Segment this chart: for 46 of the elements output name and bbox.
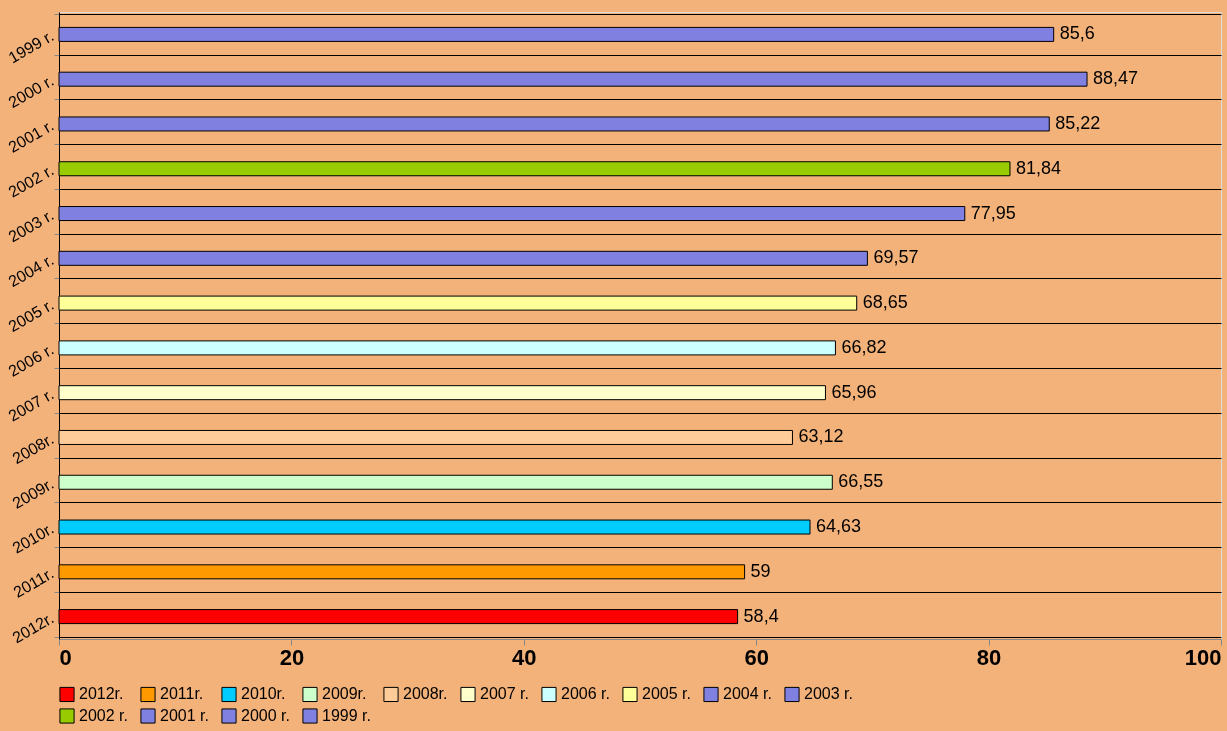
legend-label: 2009r. (322, 685, 367, 703)
y-tick-label: 2006 r. (5, 340, 57, 380)
legend-label: 2004 r. (723, 685, 772, 703)
x-tick-label: 40 (512, 644, 537, 670)
legend-label: 1999 r. (322, 707, 371, 724)
data-label: 58,4 (743, 605, 779, 626)
data-label: 66,55 (838, 471, 884, 492)
y-tick-label: 2000 r. (5, 71, 57, 112)
legend-label: 2000 r. (241, 707, 290, 724)
x-tick-label: 60 (744, 644, 769, 670)
data-label: 65,96 (831, 381, 877, 402)
data-label: 59 (750, 560, 771, 581)
y-tick-label: 2004 r. (5, 251, 57, 291)
legend-label: 2002 r. (79, 707, 128, 724)
data-label: 68,65 (862, 292, 908, 313)
legend-label: 2003 r. (804, 685, 853, 703)
y-tick-label: 2007 r. (5, 385, 57, 425)
legend-label: 2012r. (79, 685, 124, 703)
y-tick-label: 2003 r. (5, 206, 57, 246)
y-tick-label: 2012r. (9, 609, 57, 647)
y-tick-label: 2011r. (10, 564, 57, 601)
data-label: 85,22 (1055, 112, 1101, 133)
y-tick-label: 1999 r. (5, 27, 57, 67)
legend-label: 2007 r. (480, 685, 529, 703)
legend-label: 2008r. (403, 685, 448, 703)
legend-label: 2011r. (160, 685, 204, 703)
legend-label: 2010r. (241, 685, 286, 703)
data-label: 69,57 (873, 247, 919, 268)
data-label: 85,6 (1059, 23, 1095, 44)
data-label: 64,63 (816, 516, 862, 537)
legend-label: 2001 r. (160, 707, 209, 724)
y-tick-label: 2008r. (9, 430, 57, 468)
legend-label: 2006 r. (561, 685, 610, 703)
x-tick-label: 20 (279, 644, 305, 670)
data-label: 81,84 (1015, 157, 1062, 178)
data-label: 63,12 (798, 426, 844, 447)
y-tick-label: 2002 r. (5, 161, 57, 201)
data-label: 88,47 (1093, 68, 1139, 89)
y-tick-label: 2001 r. (5, 116, 57, 156)
x-tick-label: 100 (1184, 644, 1222, 670)
y-tick-label: 2005 r. (5, 295, 57, 335)
x-tick-label: 0 (59, 644, 72, 670)
legend-label: 2005 r. (642, 685, 691, 703)
x-tick-label: 80 (976, 644, 1002, 670)
data-label: 66,82 (841, 336, 887, 357)
data-label: 77,95 (970, 202, 1016, 223)
